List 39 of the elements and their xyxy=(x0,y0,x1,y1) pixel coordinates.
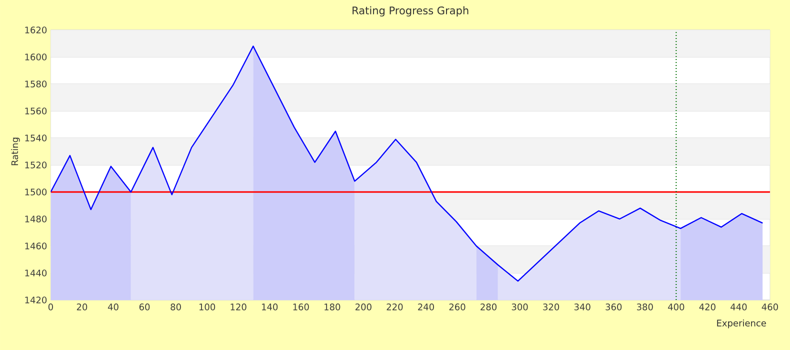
y-tick-label: 1560 xyxy=(25,108,47,114)
x-tick-label: 0 xyxy=(48,304,53,310)
x-tick-label: 240 xyxy=(418,304,434,310)
x-tick-label: 300 xyxy=(512,304,528,310)
y-tick-label: 1460 xyxy=(25,242,47,250)
y-tick-label: 1600 xyxy=(25,54,47,60)
x-tick-label: 400 xyxy=(668,304,684,310)
y-tick-label: 1440 xyxy=(25,270,47,276)
x-tick-label: 180 xyxy=(324,304,340,310)
x-tick-label: 440 xyxy=(730,304,747,310)
x-tick-label: 140 xyxy=(262,304,278,310)
x-tick-label: 100 xyxy=(199,304,216,310)
y-tick-label: 1500 xyxy=(25,188,47,196)
x-tick-label: 80 xyxy=(170,304,181,310)
chart-title: Rating Progress Graph xyxy=(352,6,468,16)
y-tick-label: 1480 xyxy=(25,216,47,222)
x-tick-label: 60 xyxy=(139,304,150,310)
x-tick-label: 200 xyxy=(356,304,372,310)
x-tick-label: 460 xyxy=(762,304,778,310)
x-axis-title: Experience xyxy=(717,320,766,328)
y-tick-label: 1520 xyxy=(25,162,47,168)
x-tick-label: 260 xyxy=(449,304,466,310)
x-tick-label: 340 xyxy=(574,304,590,310)
x-tick-label: 280 xyxy=(480,304,497,310)
y-tick-label: 1580 xyxy=(25,80,47,88)
x-tick-label: 360 xyxy=(606,304,622,310)
x-tick-label: 320 xyxy=(543,304,560,310)
line-series xyxy=(50,46,764,282)
x-tick-label: 380 xyxy=(637,304,653,310)
x-tick-label: 220 xyxy=(386,304,403,310)
y-tick-label: 1540 xyxy=(25,134,47,142)
x-tick-label: 120 xyxy=(230,304,246,310)
x-tick-label: 160 xyxy=(293,304,309,310)
x-tick-label: 40 xyxy=(108,304,118,310)
x-tick-label: 420 xyxy=(699,304,716,310)
y-axis-title: Rating xyxy=(11,138,20,166)
y-tick-label: 1620 xyxy=(25,26,47,34)
y-tick-label: 1420 xyxy=(25,296,47,304)
x-tick-label: 20 xyxy=(76,304,88,310)
